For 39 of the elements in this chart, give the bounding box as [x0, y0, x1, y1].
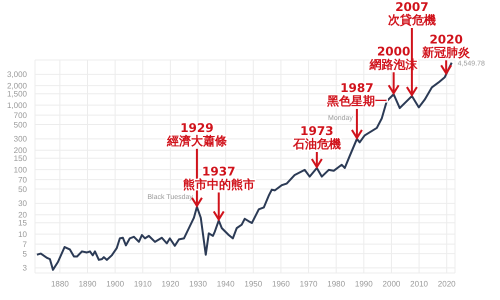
y-tick-label: 50 [18, 184, 28, 194]
y-tick-label: 2,000 [6, 82, 28, 91]
x-tick-label: 1960 [272, 280, 290, 289]
y-tick-label: 5 [22, 249, 28, 258]
y-tick-label: 1,000 [6, 100, 28, 110]
arrow-note: 1973 石油危機 [292, 124, 341, 169]
y-tick-label: 500 [14, 120, 28, 130]
y-tick-label: 7 [22, 240, 28, 249]
x-tick-label: 1980 [327, 280, 346, 289]
x-tick-label: 1910 [134, 280, 152, 289]
x-tick-label: 2000 [382, 280, 401, 289]
x-tick-label: 1940 [216, 280, 236, 289]
x-tick-label: 1920 [161, 280, 180, 289]
y-tick-label: 10 [18, 230, 28, 239]
y-tick-label: 3 [22, 264, 28, 273]
annotation: 1929 經濟大蕭條 [166, 120, 227, 148]
annotation: 2020 新冠肺炎 [421, 32, 472, 60]
y-tick-label: 70 [18, 175, 28, 184]
annotation: 2007 次貸危機 [388, 0, 436, 28]
y-tick-label: 100 [14, 165, 28, 174]
y-tick-label: 300 [14, 134, 28, 144]
y-tick-label: 3,000 [6, 70, 28, 80]
y-tick-label: 15 [18, 218, 28, 228]
y-tick-label: 700 [14, 110, 28, 120]
y-tick-label: 150 [14, 154, 28, 164]
x-tick-label: 1930 [189, 280, 208, 289]
x-tick-label: 1970 [300, 280, 318, 289]
x-tick-label: 2020 [438, 280, 456, 289]
x-tick-label: 1890 [78, 280, 97, 289]
y-tick-label: 200 [14, 146, 28, 156]
x-tick-label: 1990 [354, 280, 374, 289]
annotation: 1973 石油危機 [292, 124, 341, 151]
x-tick-label: 2010 [410, 280, 429, 289]
x-tick-label: 1880 [50, 280, 70, 289]
x-tick-label: 1900 [106, 280, 125, 289]
y-tick-label: 20 [18, 210, 28, 220]
y-tick-label: 1,500 [6, 90, 28, 99]
y-tick-label: 30 [18, 199, 28, 208]
x-tick-label: 1950 [244, 280, 263, 289]
